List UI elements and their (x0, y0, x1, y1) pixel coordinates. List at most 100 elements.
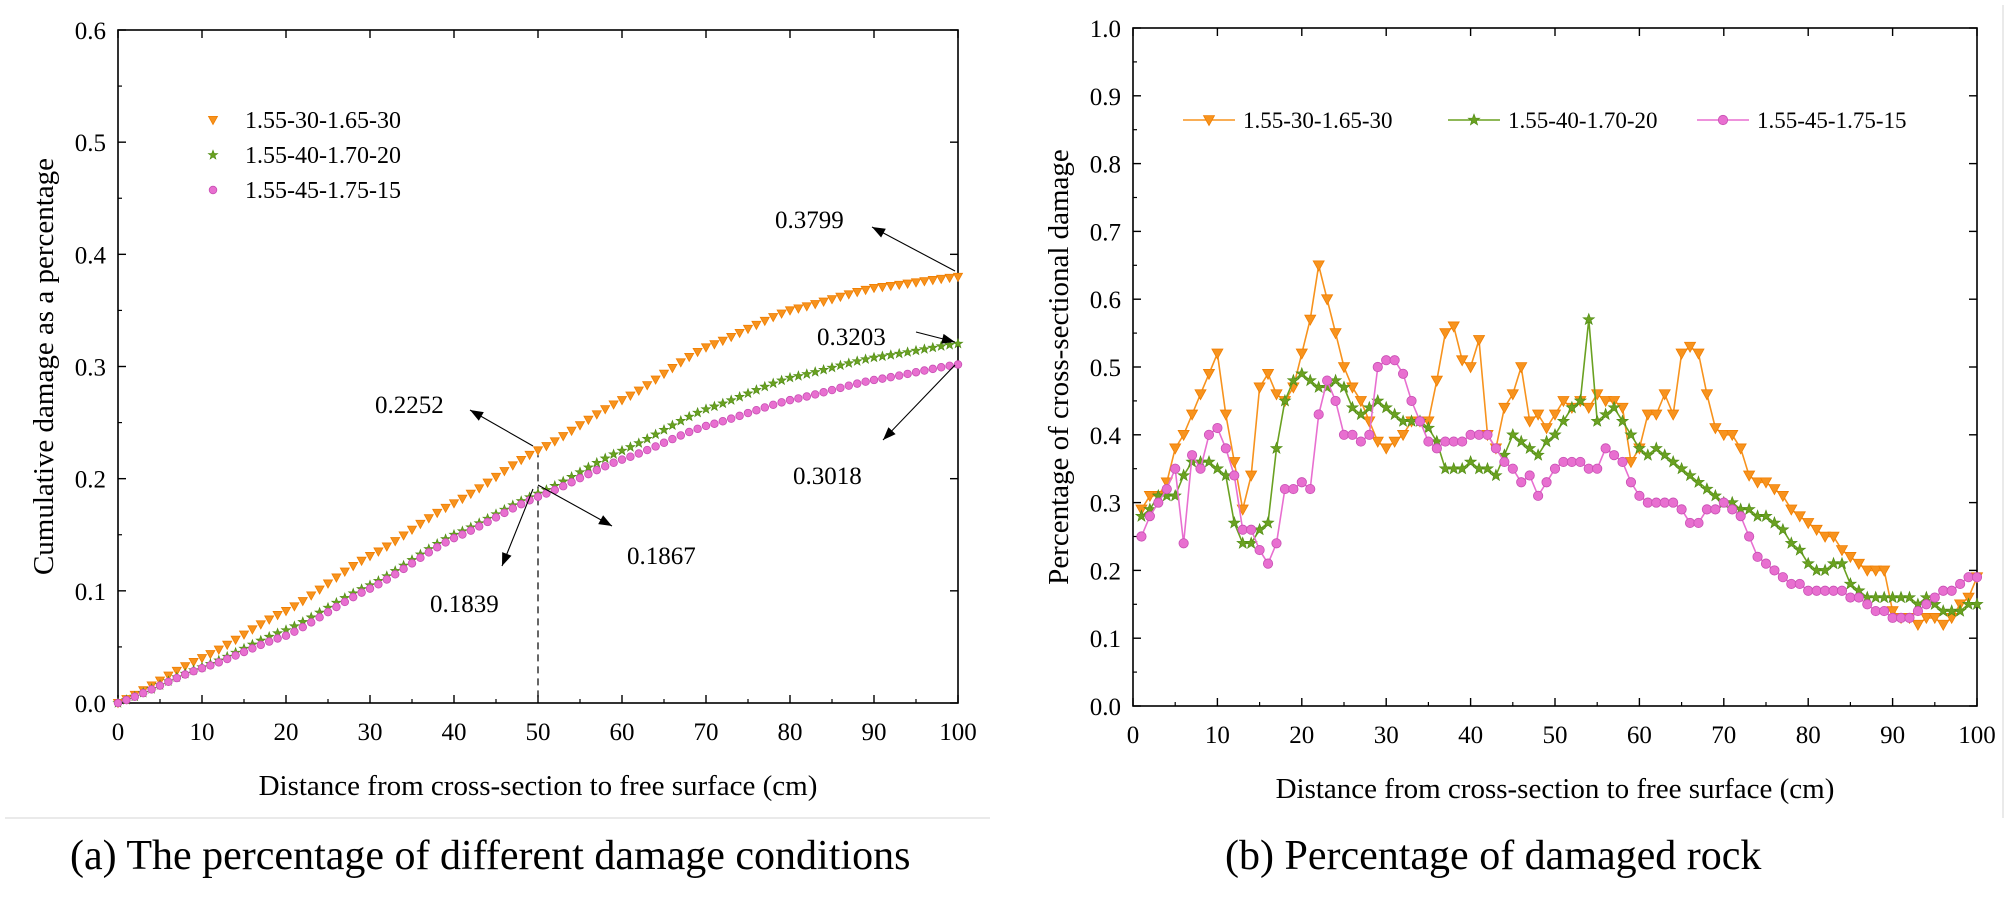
point-b-s2-58 (1625, 477, 1637, 488)
point-b-s2-91 (1904, 612, 1915, 623)
point-b-s1-97 (1953, 604, 1967, 617)
point-a-s0-23 (306, 591, 317, 601)
point-b-s2-45 (1516, 477, 1527, 488)
point-a-s0-8 (180, 662, 191, 672)
point-b-s2-64 (1676, 504, 1687, 515)
legend-b-marker-0 (1202, 115, 1216, 127)
point-b-s2-53 (1583, 463, 1594, 474)
point-a-s2-32 (382, 575, 392, 584)
point-b-s1-30 (1388, 407, 1402, 421)
point-a-s1-57 (591, 456, 603, 468)
point-a-s2-99 (945, 361, 954, 371)
x-tick-label-a-3: 30 (358, 719, 383, 746)
point-b-s2-77 (1786, 578, 1797, 590)
point-b-s2-99 (1971, 572, 1983, 583)
point-b-s2-66 (1693, 517, 1704, 529)
point-b-s2-49 (1549, 463, 1561, 474)
point-a-s0-50 (532, 446, 544, 456)
point-b-s0-9 (1211, 348, 1224, 360)
y-tick-label-b-8: 0.8 (1090, 152, 1121, 179)
point-b-s1-8 (1202, 455, 1216, 468)
annotation-arrow-a-0 (871, 226, 956, 272)
point-b-s0-46 (1523, 416, 1536, 428)
point-a-s2-93 (894, 371, 904, 380)
point-b-s2-16 (1271, 538, 1282, 549)
point-a-s1-99 (944, 339, 956, 350)
point-a-s2-31 (374, 580, 383, 589)
point-a-s2-23 (306, 618, 316, 627)
legend-b-marker-2 (1717, 114, 1729, 126)
point-a-s2-46 (500, 508, 509, 518)
point-b-s2-2 (1153, 497, 1164, 508)
point-a-s0-70 (700, 343, 712, 353)
x-tick-label-b-5: 50 (1543, 722, 1568, 749)
x-tick-label-b-1: 10 (1205, 722, 1230, 749)
point-b-s0-64 (1675, 348, 1688, 360)
point-b-s2-86 (1862, 599, 1873, 610)
point-b-s2-69 (1718, 497, 1729, 508)
legend-a-marker-2 (208, 185, 218, 195)
point-b-s0-71 (1734, 443, 1747, 455)
x-tick-label-b-3: 30 (1374, 722, 1399, 749)
point-b-s0-29 (1380, 443, 1393, 455)
point-a-s1-71 (708, 400, 720, 412)
point-b-s1-38 (1455, 461, 1469, 475)
point-a-s0-30 (364, 552, 376, 562)
legend-a-label-2: 1.55-45-1.75-15 (245, 178, 401, 204)
point-a-s1-92 (885, 349, 897, 360)
point-b-s0-6 (1185, 409, 1199, 421)
point-b-s0-7 (1194, 389, 1207, 401)
point-a-s2-14 (231, 651, 240, 660)
point-b-s2-74 (1760, 558, 1772, 569)
point-a-s2-1 (122, 695, 131, 705)
point-b-s2-36 (1440, 436, 1451, 447)
point-b-s2-90 (1895, 612, 1907, 623)
point-a-s1-89 (860, 353, 872, 365)
point-a-s0-13 (222, 640, 233, 651)
point-b-s2-39 (1465, 429, 1476, 440)
legend-a: 1.55-30-1.65-30 1.55-40-1.70-20 1.55-45-1.… (207, 108, 401, 204)
point-a-s2-41 (458, 530, 467, 539)
point-a-s0-41 (457, 494, 468, 505)
point-b-s2-87 (1870, 606, 1881, 617)
point-b-s0-43 (1498, 402, 1511, 415)
point-a-s2-62 (634, 449, 644, 458)
point-b-s0-70 (1726, 429, 1739, 442)
annotation-arrow-a-1-head (941, 333, 955, 344)
point-a-s2-87 (844, 381, 854, 390)
series-line-b-0 (1140, 265, 1978, 626)
point-a-s0-21 (289, 602, 300, 612)
point-b-s1-64 (1674, 461, 1689, 475)
point-b-s0-26 (1354, 396, 1368, 408)
point-a-s0-67 (675, 358, 686, 368)
y-axis-label-b: Percentage of cross-sectional damage (1043, 149, 1075, 585)
y-axis-label-a: Cumulative damage as a percentage (28, 158, 60, 575)
legend-a-label-1: 1.55-40-1.70-20 (245, 143, 401, 169)
point-b-s2-51 (1566, 456, 1577, 467)
point-a-s0-72 (717, 336, 728, 347)
point-b-s2-52 (1575, 456, 1586, 467)
point-b-s0-81 (1818, 531, 1832, 543)
point-b-s0-65 (1683, 341, 1697, 353)
point-b-s2-68 (1710, 504, 1721, 515)
point-a-s0-64 (650, 375, 661, 385)
point-a-s0-75 (742, 324, 754, 335)
point-a-s2-19 (273, 634, 282, 643)
point-b-s1-83 (1835, 556, 1849, 570)
point-b-s1-29 (1379, 400, 1393, 414)
point-a-s0-89 (860, 285, 871, 296)
point-a-s0-73 (726, 332, 737, 343)
x-tick-label-b-6: 60 (1627, 722, 1652, 749)
point-b-s2-32 (1406, 395, 1417, 406)
point-b-s2-98 (1963, 572, 1974, 583)
point-a-s2-83 (810, 390, 820, 399)
point-a-s1-68 (683, 410, 695, 422)
point-b-s2-48 (1541, 477, 1552, 488)
point-a-s2-42 (466, 526, 476, 535)
point-a-s2-0 (113, 698, 123, 708)
point-a-s2-86 (836, 383, 845, 393)
legend-a-label-0: 1.55-30-1.65-30 (245, 108, 401, 134)
point-a-s0-94 (902, 279, 913, 289)
point-a-s2-21 (290, 627, 299, 636)
